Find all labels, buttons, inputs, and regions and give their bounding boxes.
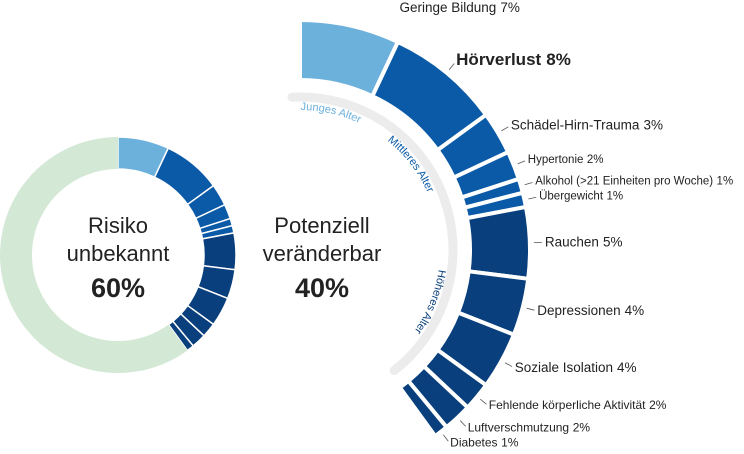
factor-value: 3% (643, 117, 663, 132)
factor-label: Soziale Isolation 4% (515, 360, 637, 375)
factor-label: Luftverschmutzung 2% (468, 421, 591, 435)
factor-label: Hypertonie 2% (528, 154, 604, 166)
factor-name: Soziale Isolation (515, 360, 613, 375)
factor-name: Luftverschmutzung (468, 421, 569, 435)
factor-name: Depressionen (537, 302, 620, 317)
factor-value: 2% (573, 421, 591, 435)
factor-value: 8% (546, 51, 571, 70)
leader-line (526, 307, 535, 311)
value-label: 40% (294, 273, 350, 303)
donut-segment (167, 320, 195, 352)
category-label: Risiko unbekannt (66, 213, 170, 266)
factor-name: Übergewicht (539, 191, 604, 203)
factor-name: Rauchen (545, 234, 599, 249)
factor-label: Fehlende körperliche Aktivität 2% (489, 398, 667, 412)
factor-name: Hörverlust (456, 51, 541, 70)
donut-segment (201, 232, 237, 271)
leader-line (443, 434, 449, 442)
radial-bar (464, 204, 532, 282)
factor-label: Hörverlust 8% (456, 51, 571, 70)
age-track (287, 92, 458, 376)
factor-name: Fehlende körperliche Aktivität (489, 398, 646, 412)
factor-label: Diabetes 1% (450, 436, 519, 450)
factor-label: Depressionen 4% (537, 302, 644, 317)
factor-value: 4% (617, 360, 637, 375)
factor-name: Schädel-Hirn-Trauma (511, 117, 640, 132)
modifiable-label: Potenziell veränderbar 40% (252, 212, 392, 302)
unknown-label: Risiko unbekannt 60% (58, 212, 178, 302)
factor-value: 7% (500, 0, 520, 15)
factor-label: Übergewicht 1% (539, 191, 623, 203)
leader-line (524, 182, 533, 186)
factor-value: 1% (606, 191, 623, 203)
factor-name: Alkohol (>21 Einheiten pro Woche) (535, 176, 713, 188)
factor-value: 5% (603, 234, 623, 249)
factor-value: 2% (649, 398, 667, 412)
factor-value: 4% (625, 302, 645, 317)
factor-value: 1% (501, 436, 519, 450)
factor-label: Rauchen 5% (545, 234, 623, 249)
donut-segment (0, 137, 188, 373)
factor-value: 2% (587, 154, 604, 166)
factor-label: Schädel-Hirn-Trauma 3% (511, 117, 663, 132)
factor-value: 1% (717, 176, 734, 188)
factor-name: Diabetes (450, 436, 497, 450)
leader-line (448, 63, 455, 70)
leader-line (480, 398, 487, 405)
leader-line (528, 196, 537, 200)
factor-label: Alkohol (>21 Einheiten pro Woche) 1% (535, 176, 733, 188)
leader-line (501, 126, 509, 132)
factor-name: Geringe Bildung (399, 0, 496, 15)
category-label: Potenziell veränderbar (262, 213, 382, 266)
factor-name: Hypertonie (528, 154, 584, 166)
value-label: 60% (90, 273, 146, 303)
leader-line (504, 362, 513, 367)
factor-label: Geringe Bildung 7% (399, 0, 519, 15)
leader-line (517, 160, 526, 165)
radial-bar (397, 378, 450, 439)
leader-line (459, 420, 466, 427)
